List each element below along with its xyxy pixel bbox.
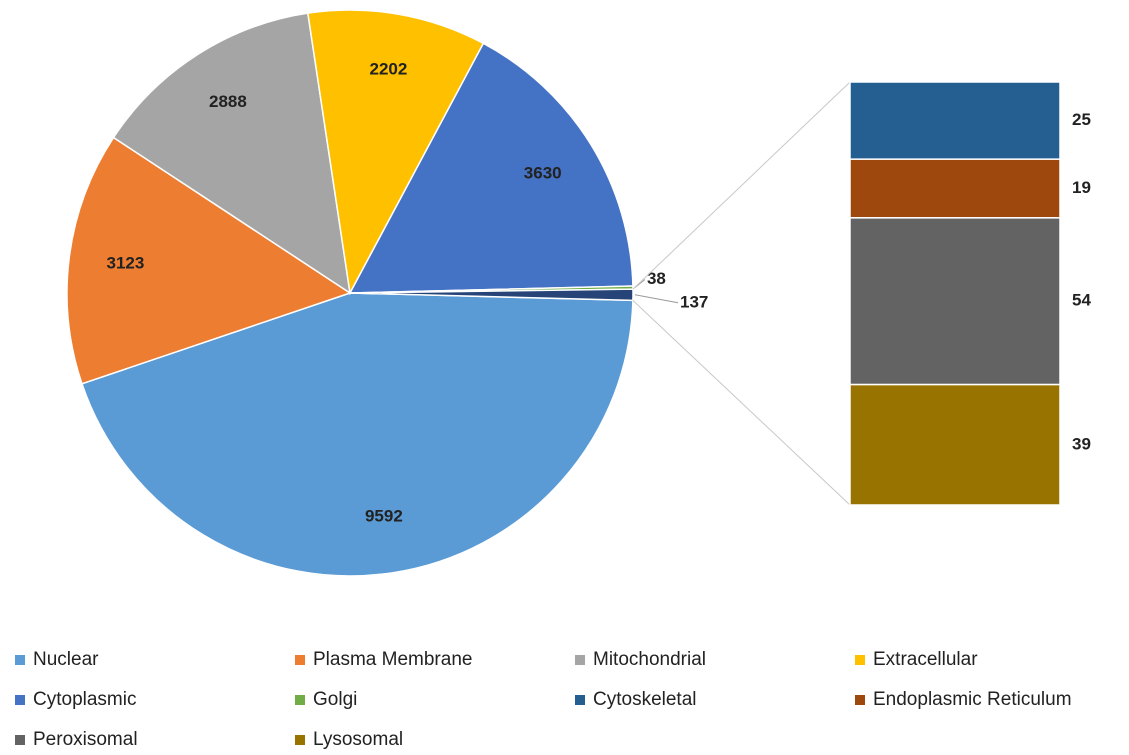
bar-segment — [849, 217, 1061, 386]
legend-label: Extracellular — [873, 649, 978, 670]
legend-swatch — [15, 655, 25, 665]
legend-swatch — [15, 695, 25, 705]
pie-slice — [112, 12, 351, 295]
legend-label: Endoplasmic Reticulum — [873, 689, 1072, 710]
legend-label: Cytoskeletal — [593, 689, 697, 710]
legend-swatch — [575, 655, 585, 665]
legend-swatch — [855, 695, 865, 705]
bar-label: 25 — [1072, 110, 1091, 129]
slice-label: 2202 — [370, 59, 408, 78]
connector — [632, 81, 851, 290]
bar-segment — [849, 158, 1061, 219]
pie-slice — [66, 136, 352, 385]
slice-label: 9592 — [365, 506, 403, 525]
bar-label: 39 — [1072, 434, 1091, 453]
legend-label: Plasma Membrane — [313, 649, 472, 670]
legend-label: Golgi — [313, 689, 357, 710]
pie-slice — [349, 288, 634, 302]
pie-slice — [306, 9, 485, 296]
legend-swatch — [295, 695, 305, 705]
slice-label: 3630 — [524, 164, 562, 183]
leader-line — [634, 294, 679, 304]
slice-label: 137 — [680, 292, 708, 311]
slice-label: 38 — [647, 269, 666, 288]
slice-label: 2888 — [209, 92, 247, 111]
bar-segment — [849, 383, 1061, 506]
pie-slice — [80, 292, 634, 577]
legend-swatch — [295, 655, 305, 665]
bar-segment — [849, 81, 1061, 160]
bar-label: 54 — [1072, 291, 1091, 310]
legend-swatch — [855, 655, 865, 665]
slice-label: 3123 — [107, 254, 145, 273]
legend-label: Lysosomal — [313, 729, 403, 750]
legend-label: Cytoplasmic — [33, 689, 136, 710]
legend-swatch — [15, 735, 25, 745]
legend-label: Nuclear — [33, 649, 99, 670]
legend-swatch — [575, 695, 585, 705]
legend-label: Mitochondrial — [593, 649, 706, 670]
connector — [632, 300, 851, 506]
legend-label: Peroxisomal — [33, 729, 138, 750]
bar-label: 19 — [1072, 178, 1091, 197]
pie-slice — [348, 42, 634, 294]
legend-swatch — [295, 735, 305, 745]
